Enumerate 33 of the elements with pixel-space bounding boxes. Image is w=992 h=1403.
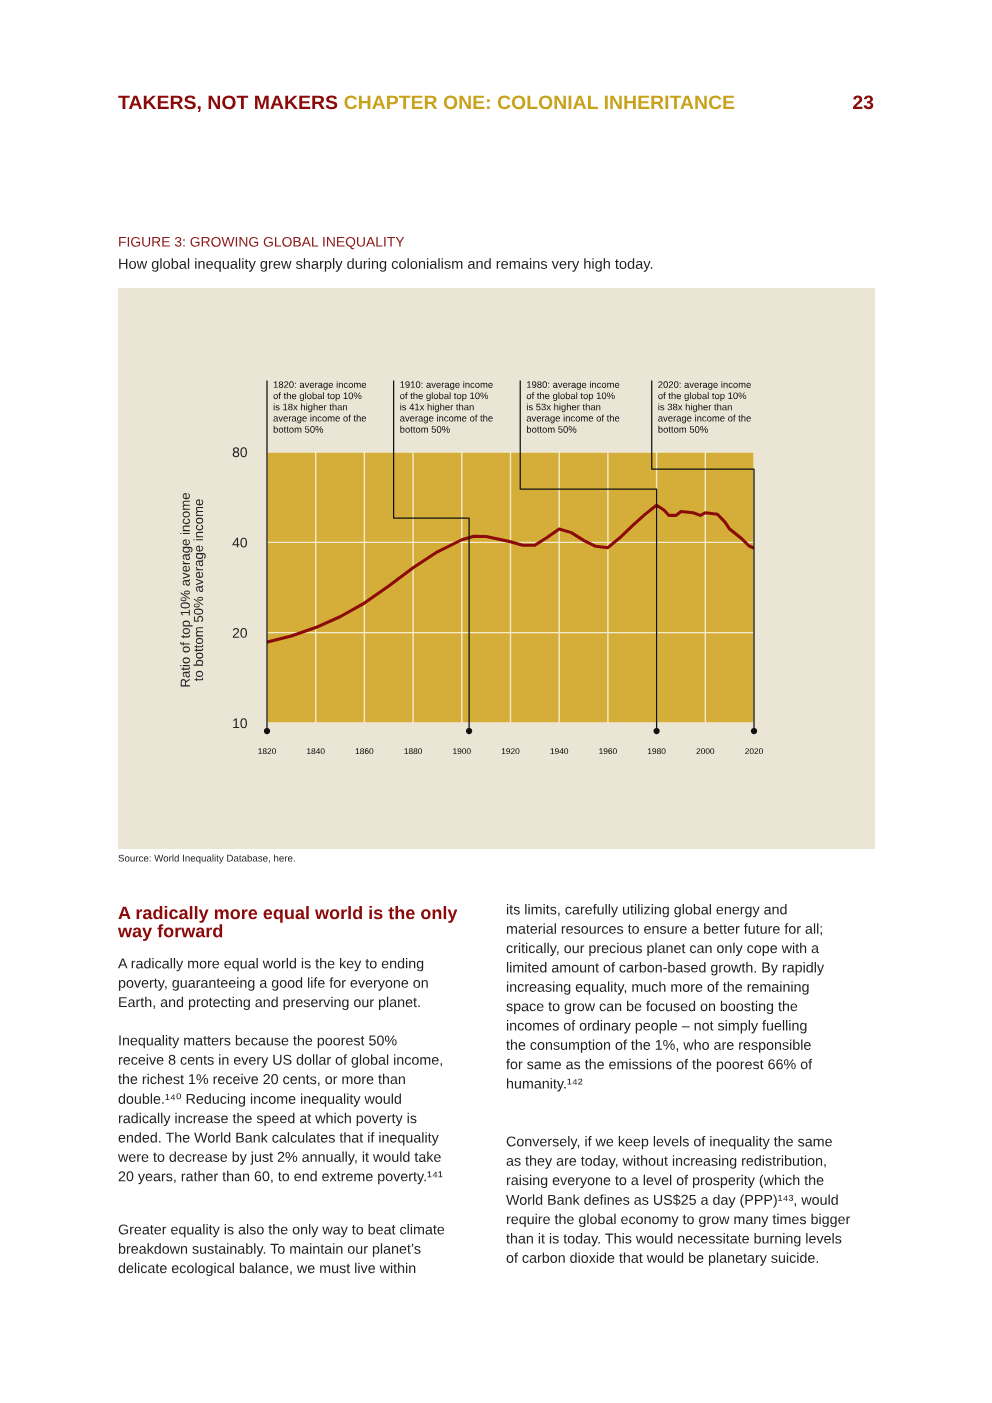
text: Conversely, if we keep levels of inequality the same as they are today, without increasing redistribution, raising everyone to a level of prosperity (which the World Bank defines as US$25 a day (PPP)¹⁴³, would require the global economy to grow many times bigger than it is today. This would necessitate burning levels of carbon dioxide that would be planetary suicide. [506, 1136, 851, 1266]
text: 1910: average income of the global top 10% is 41x higher than average income of the bottom 50% [400, 381, 493, 433]
x-tick-label: 1880 [404, 748, 423, 755]
text: 2020: average income of the global top 10% is 38x higher than average income of the bottom 50% [658, 381, 751, 433]
x-tick-label: 1920 [501, 748, 520, 755]
y-tick-label: 80 [232, 447, 248, 458]
text: 23 [853, 95, 874, 110]
chart-subtitle: How global inequality grew sharply during colonialism and remains very high today. [119, 258, 653, 272]
x-tick-label: 1940 [550, 748, 569, 755]
text: CHAPTER ONE: COLONIAL INHERITANCE [344, 95, 735, 110]
line-series [267, 503, 754, 644]
source-note: Source: World Inequality Database, here. [118, 854, 295, 864]
x-tick-label: 1900 [453, 748, 471, 755]
x-tick-label: 1820 [258, 748, 276, 755]
text: 1820: average income of the global top 10% is 18x higher than average income of the bottom 50% [273, 381, 367, 433]
y-axis-title: Ratio of top 10% average income to bottom 50% average income [180, 493, 206, 687]
y-tick-label: 40 [232, 537, 248, 548]
text: Greater equality is also the only way to beat climate breakdown sustainably. To maintain our planet’s delicate ecological balance, we must live within [118, 1224, 445, 1277]
y-tick-label: 10 [233, 718, 248, 729]
text: TAKERS, NOT MAKERS [118, 95, 338, 113]
y-tick-label: 20 [232, 628, 248, 638]
text: 1980: average income of the global top 10% is 53x higher than average income of the bottom 50% [526, 381, 620, 433]
text: its limits, carefully utilizing global energy and material resources to ensure a better future for all; critically, our precious planet can only cope with a limited amount of carbon-based growth. By rapidly increasing equality, much more of the remaining space to grow can be focused on boosting the incomes of ordinary people – not simply fuelling the consumption of the 1%, who are responsible for same as the emissions of the poorest 66% of humanity.¹⁴² [506, 904, 825, 1092]
x-tick-label: 1980 [647, 748, 666, 755]
x-tick-label: 1960 [599, 748, 617, 755]
chart-title: FIGURE 3: GROWING GLOBAL INEQUALITY [119, 236, 405, 250]
x-tick-label: 2020 [745, 748, 763, 755]
text: Inequality matters because the poorest 50% receive 8 cents in every US dollar of global income, the richest 1% receive 20 cents, or more than double.¹⁴⁰ Reducing income inequality would radically increase the speed at which poverty is ended. The World Bank calculates that if inequality were to decrease by just 2% annually, it would take 20 years, rather than 60, to end extreme poverty.¹⁴¹ [117, 1035, 443, 1185]
x-tick-label: 1840 [307, 748, 325, 755]
text: A radically more equal world is the key to ending poverty, guaranteeing a good life for everyone on Earth, and protecting and preserving our planet. [118, 958, 428, 1011]
text: A radically more equal world is the only way forward [117, 906, 458, 941]
x-tick-label: 2000 [696, 748, 715, 755]
x-tick-label: 1860 [355, 748, 374, 755]
